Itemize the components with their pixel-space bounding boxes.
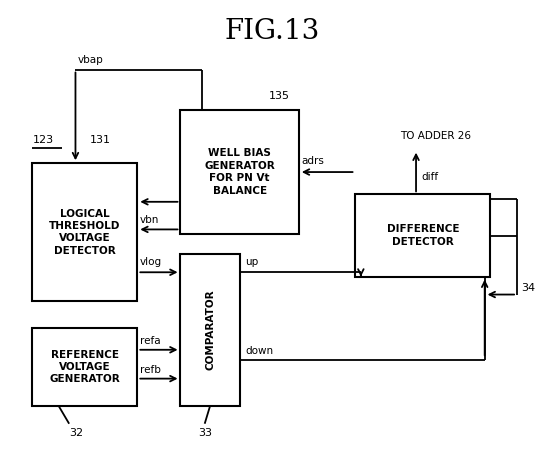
Text: FIG.13: FIG.13: [224, 18, 320, 45]
Text: 131: 131: [90, 135, 111, 145]
Text: 135: 135: [269, 91, 290, 101]
Text: DIFFERENCE
DETECTOR: DIFFERENCE DETECTOR: [387, 224, 459, 247]
Text: refb: refb: [140, 365, 161, 375]
Bar: [181, 254, 240, 406]
Text: 123: 123: [33, 135, 53, 145]
Text: vbap: vbap: [78, 55, 104, 65]
Text: TO ADDER 26: TO ADDER 26: [400, 131, 471, 142]
Bar: [355, 194, 490, 277]
Text: REFERENCE
VOLTAGE
GENERATOR: REFERENCE VOLTAGE GENERATOR: [50, 350, 120, 384]
Text: up: up: [245, 258, 258, 267]
Text: diff: diff: [422, 171, 438, 181]
Text: vlog: vlog: [140, 258, 162, 267]
Text: 34: 34: [521, 283, 535, 293]
Text: down: down: [245, 345, 273, 356]
Text: refa: refa: [140, 336, 160, 346]
Text: vbn: vbn: [140, 215, 159, 225]
Text: WELL BIAS
GENERATOR
FOR PN Vt
BALANCE: WELL BIAS GENERATOR FOR PN Vt BALANCE: [205, 148, 275, 196]
Bar: [33, 163, 138, 301]
Bar: [181, 110, 299, 235]
Text: 33: 33: [197, 428, 212, 437]
Text: adrs: adrs: [301, 156, 324, 166]
Text: 32: 32: [69, 428, 83, 437]
Text: LOGICAL
THRESHOLD
VOLTAGE
DETECTOR: LOGICAL THRESHOLD VOLTAGE DETECTOR: [49, 208, 121, 256]
Bar: [33, 328, 138, 406]
Text: COMPARATOR: COMPARATOR: [205, 290, 215, 370]
